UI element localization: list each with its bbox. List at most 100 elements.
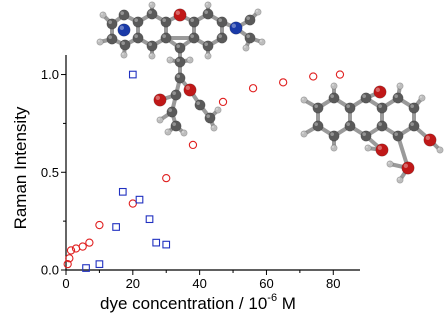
data-point-square xyxy=(135,195,144,204)
data-series xyxy=(63,70,345,272)
carbon-atom xyxy=(170,89,182,101)
carbon-atom xyxy=(244,32,256,44)
hydrogen-atom-highlight xyxy=(397,83,400,86)
carbon-atom-highlight xyxy=(148,10,152,14)
carbon-atom-highlight xyxy=(362,94,366,98)
hydrogen-atom-highlight xyxy=(243,45,247,48)
carbon-atom xyxy=(376,102,388,114)
oxygen-atom-highlight xyxy=(175,10,180,15)
carbon-atom-highlight xyxy=(330,132,334,136)
x-axis-title: dye concentration / 10-6 M xyxy=(100,292,296,313)
data-point-square xyxy=(118,187,127,196)
carbon-atom-highlight xyxy=(346,122,350,126)
data-point-square xyxy=(112,223,120,231)
carbon-atom xyxy=(146,8,158,20)
hydrogen-atom xyxy=(300,96,308,104)
hydrogen-atom-highlight xyxy=(165,129,169,133)
carbon-atom-highlight xyxy=(176,74,180,78)
hydrogen-atom-highlight xyxy=(365,145,368,149)
hydrogen-atom xyxy=(180,129,188,137)
carbon-atom-highlight xyxy=(204,42,208,46)
x-tick-label: 0 xyxy=(62,276,69,291)
carbon-atom-highlight xyxy=(134,18,138,22)
oxygen-atom-highlight xyxy=(185,85,190,90)
carbon-atom xyxy=(328,92,340,104)
hydrogen-atom-highlight xyxy=(149,53,153,56)
hydrogen-atom xyxy=(120,51,128,59)
hydrogen-atom-highlight xyxy=(331,145,334,149)
hydrogen-atom xyxy=(436,146,444,154)
hydrogen-atom-highlight xyxy=(387,161,390,165)
data-point-circle xyxy=(248,84,258,93)
hydrogen-atom-highlight xyxy=(419,95,422,98)
hydrogen-atom xyxy=(330,82,338,90)
oxygen-atom xyxy=(401,161,415,175)
hydrogen-atom-highlight xyxy=(255,9,258,12)
carbon-atom xyxy=(174,42,186,54)
y-tick-label: 1.0 xyxy=(41,67,59,82)
carbon-atom-highlight xyxy=(410,122,414,126)
x-axis-ticks: 0 20 40 60 80 xyxy=(62,270,341,291)
carbon-atom xyxy=(119,39,131,51)
carbon-atom-highlight xyxy=(206,114,210,118)
carbon-atom xyxy=(328,130,340,142)
x-axis-title-base: dye concentration / 10 xyxy=(100,294,267,313)
hydrogen-atom xyxy=(396,82,404,90)
carbon-atom-highlight xyxy=(362,132,366,136)
hydrogen-atom xyxy=(242,44,250,52)
carbon-atom-highlight xyxy=(162,34,166,38)
carbon-atom xyxy=(188,32,200,44)
carbon-atom xyxy=(202,8,214,20)
carbon-atom-highlight xyxy=(176,58,180,62)
carbon-atom-highlight xyxy=(172,122,176,126)
hydrogen-atom xyxy=(386,160,394,168)
hydrogen-atom xyxy=(254,8,262,16)
carbon-atom-highlight xyxy=(196,101,200,105)
carbon-atom-highlight xyxy=(394,94,398,98)
data-point-circle xyxy=(128,199,137,208)
oxygen-atom-highlight xyxy=(377,145,382,150)
carbon-atom xyxy=(216,32,228,44)
carbon-atom-highlight xyxy=(394,132,398,136)
hydrogen-atom-highlight xyxy=(149,2,153,5)
data-point-square xyxy=(162,240,171,249)
hydrogen-atom xyxy=(258,38,266,46)
carbon-atom-highlight xyxy=(378,122,382,126)
hydrogen-atom-highlight xyxy=(157,117,161,120)
hydrogen-atom-highlight xyxy=(259,39,262,42)
carbon-atom xyxy=(376,120,388,132)
data-point-circle xyxy=(85,238,94,247)
hydrogen-atom-highlight xyxy=(205,53,209,56)
carbon-atom-highlight xyxy=(108,20,112,24)
hydrogen-atom-highlight xyxy=(301,97,304,100)
oxygen-atom xyxy=(153,93,167,107)
hydrogen-atom-highlight xyxy=(397,177,400,181)
hydrogen-atom xyxy=(210,124,218,132)
hydrogen-atom-highlight xyxy=(301,131,304,135)
axes: 0 20 40 60 80 0.0 0.5 1.0 xyxy=(41,55,360,291)
hydrogen-atom xyxy=(204,1,212,9)
data-point-square xyxy=(95,260,104,268)
data-point-circle xyxy=(335,70,345,79)
x-tick-label: 40 xyxy=(192,276,206,291)
data-point-circle xyxy=(162,173,171,183)
carbon-atom xyxy=(118,9,130,21)
hydrogen-atom xyxy=(186,56,194,64)
hydrogen-atom-highlight xyxy=(187,57,191,60)
carbon-atom-highlight xyxy=(218,18,222,22)
hydrogen-atom xyxy=(418,94,426,102)
data-point-circle xyxy=(66,246,76,255)
carbon-atom-highlight xyxy=(190,34,194,38)
carbon-atom xyxy=(204,112,216,124)
hydrogen-atom-highlight xyxy=(437,147,440,151)
carbon-atom-highlight xyxy=(314,122,318,126)
carbon-atom xyxy=(202,40,214,52)
carbon-atom-highlight xyxy=(410,104,414,108)
hydrogen-atom-highlight xyxy=(331,83,334,86)
nitrogen-atom-highlight xyxy=(231,23,236,28)
x-tick-label: 60 xyxy=(259,276,273,291)
carbon-atom xyxy=(392,130,404,142)
oxygen-atom-highlight xyxy=(155,95,160,100)
hydrogen-atom-highlight xyxy=(97,39,100,42)
carbon-atom-highlight xyxy=(162,18,166,22)
